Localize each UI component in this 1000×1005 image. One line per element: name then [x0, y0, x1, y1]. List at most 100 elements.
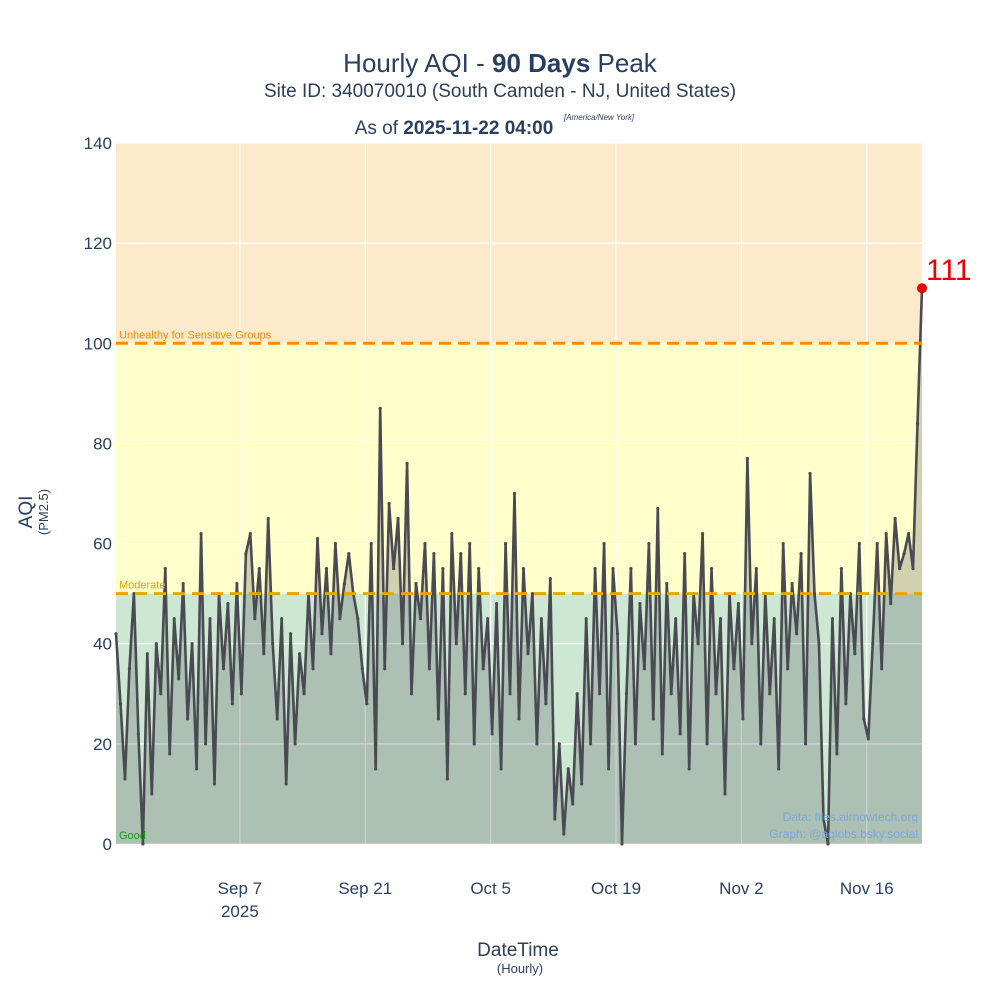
data-point — [123, 777, 127, 781]
data-point — [615, 632, 620, 636]
data-point — [145, 652, 149, 656]
data-point — [378, 406, 382, 410]
data-point — [177, 677, 181, 681]
x-tick-label: Sep 21 — [338, 879, 392, 898]
data-point — [159, 692, 163, 696]
data-point — [324, 567, 329, 571]
data-point — [405, 461, 409, 466]
data-point — [665, 582, 669, 586]
data-point — [718, 617, 723, 621]
data-point — [736, 602, 741, 606]
data-point — [512, 491, 517, 496]
data-point — [172, 617, 176, 621]
data-point — [275, 717, 279, 721]
data-point — [723, 792, 727, 796]
axes: 0 20 40 60 80 100 120 140 Sep 7 2025 Sep 21 Oct 5 Oc… — [84, 134, 894, 921]
data-point — [781, 541, 785, 546]
data-point — [700, 531, 705, 536]
data-point — [203, 742, 208, 746]
data-point — [132, 592, 136, 596]
data-point — [338, 617, 342, 621]
band-label: Unhealthy for Sensitive Groups — [119, 329, 272, 341]
data-point — [181, 582, 185, 586]
data-point — [293, 742, 297, 746]
data-point — [871, 642, 875, 646]
data-point — [835, 752, 839, 756]
x-tick-label: Sep 7 — [218, 879, 262, 898]
x-tick-label: Oct 19 — [591, 879, 641, 898]
data-point — [356, 617, 360, 621]
data-point — [844, 702, 848, 706]
data-point — [266, 516, 270, 521]
credit-graph: Graph: @aqiobs.bsky.social — [769, 827, 918, 841]
x-axis-subtitle: (Hourly) — [497, 961, 543, 976]
data-point — [495, 602, 499, 606]
data-point — [517, 717, 521, 721]
y-tick-label: 20 — [93, 735, 112, 754]
data-point — [633, 742, 638, 746]
data-point — [629, 567, 633, 571]
data-point — [589, 742, 593, 746]
data-point — [754, 567, 758, 571]
data-point — [598, 692, 602, 696]
data-point — [656, 506, 660, 511]
peak-marker — [917, 283, 927, 294]
data-point — [262, 652, 266, 656]
data-point — [311, 667, 315, 671]
data-point — [642, 667, 646, 671]
y-tick-label: 60 — [93, 535, 112, 554]
data-point — [477, 567, 481, 571]
data-point — [347, 551, 351, 556]
data-point — [906, 531, 911, 536]
data-point — [441, 567, 445, 571]
data-point — [790, 582, 794, 586]
data-point — [826, 842, 830, 846]
data-point — [553, 817, 557, 821]
data-point — [606, 767, 611, 771]
data-point — [271, 642, 275, 646]
data-point — [660, 752, 664, 756]
data-point — [875, 541, 879, 546]
data-point — [857, 541, 861, 546]
data-point — [889, 602, 893, 606]
band-label: Good — [119, 830, 146, 842]
data-point — [777, 767, 781, 771]
data-point — [566, 767, 570, 771]
data-point — [418, 617, 423, 621]
x-tick-label: Nov 2 — [719, 879, 763, 898]
data-point — [302, 692, 306, 696]
data-point — [481, 667, 485, 671]
data-point — [830, 617, 835, 621]
data-point — [521, 567, 526, 571]
data-point — [208, 617, 212, 621]
data-point — [226, 602, 230, 606]
data-point — [795, 632, 799, 636]
data-point — [432, 551, 436, 556]
data-point — [445, 777, 449, 781]
timezone-label: [America/New York] — [563, 113, 635, 122]
chart-subtitle: Site ID: 340070010 (South Camden - NJ, U… — [264, 81, 736, 102]
data-point — [186, 717, 190, 721]
data-point — [127, 667, 132, 671]
data-point — [472, 742, 476, 746]
data-point — [244, 551, 248, 556]
y-tick-label: 100 — [84, 334, 112, 353]
data-point — [360, 667, 364, 671]
data-point — [499, 767, 503, 771]
data-point — [235, 582, 239, 586]
data-point — [911, 567, 915, 571]
data-point — [333, 541, 338, 546]
band-label: Moderate — [119, 580, 165, 592]
data-point — [486, 617, 490, 621]
data-point — [114, 632, 118, 636]
y-tick-label: 40 — [93, 635, 112, 654]
data-point — [423, 541, 427, 546]
data-point — [853, 652, 857, 656]
data-point — [280, 617, 284, 621]
data-point — [199, 531, 203, 536]
data-point — [163, 567, 167, 571]
data-point — [154, 642, 158, 646]
data-point — [508, 692, 512, 696]
data-point — [168, 752, 172, 756]
